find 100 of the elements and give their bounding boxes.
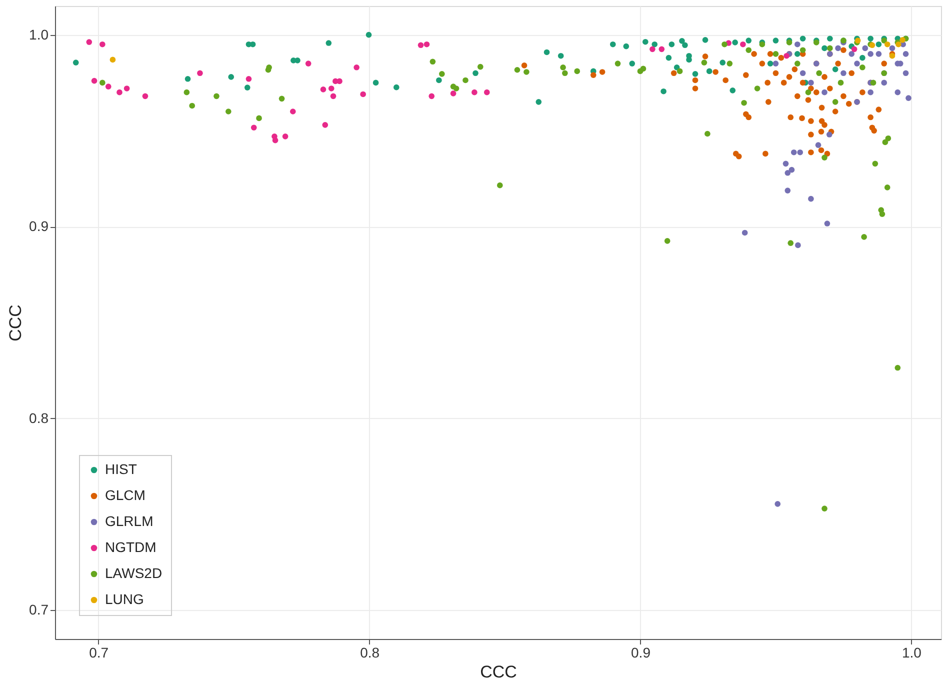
point — [824, 220, 830, 226]
point — [110, 56, 116, 63]
x-tick-label: 1.0 — [902, 644, 922, 660]
point — [884, 41, 890, 48]
point — [784, 52, 790, 59]
x-tick-label: 0.9 — [631, 644, 651, 660]
point — [848, 51, 854, 57]
point — [906, 95, 912, 101]
point — [840, 70, 846, 76]
point — [282, 134, 288, 140]
point — [832, 66, 838, 72]
point — [800, 36, 806, 42]
point — [797, 149, 804, 156]
point — [876, 51, 882, 57]
point — [862, 45, 868, 52]
point — [72, 60, 79, 66]
point — [660, 88, 666, 94]
y-axis-title: CCC — [6, 304, 26, 342]
point — [652, 41, 658, 48]
legend-label: LAWS2D — [105, 565, 162, 581]
point — [326, 40, 332, 46]
point — [740, 41, 746, 48]
point — [105, 84, 112, 90]
point — [623, 43, 630, 50]
point — [250, 124, 257, 131]
point — [544, 49, 550, 56]
point — [772, 60, 779, 66]
point — [366, 32, 372, 38]
point — [424, 41, 430, 48]
point — [730, 87, 736, 94]
point — [835, 45, 841, 52]
point — [822, 89, 828, 96]
legend-label: HIST — [105, 461, 138, 477]
point — [228, 74, 234, 80]
point — [774, 501, 781, 507]
point — [418, 42, 424, 48]
legend-label: LUNG — [105, 591, 144, 607]
point — [197, 70, 203, 76]
point — [902, 70, 909, 76]
point — [472, 70, 478, 76]
point — [642, 38, 648, 45]
point — [860, 54, 866, 61]
point — [330, 93, 336, 100]
point — [86, 39, 92, 45]
x-axis-title: CCC — [480, 662, 517, 682]
point — [826, 132, 832, 138]
point — [290, 108, 296, 114]
point — [360, 91, 366, 98]
point — [808, 196, 814, 202]
point — [800, 70, 806, 76]
point — [894, 89, 901, 96]
point — [720, 60, 726, 66]
point — [900, 37, 906, 43]
point — [732, 40, 738, 46]
point — [772, 38, 779, 44]
y-tick-label: 0.7 — [29, 602, 49, 618]
point — [305, 60, 312, 66]
y-tick-label: 0.8 — [29, 410, 49, 426]
point — [794, 41, 800, 48]
point — [742, 230, 748, 236]
point — [246, 76, 252, 82]
point — [854, 60, 860, 66]
legend-label: GLRLM — [105, 513, 154, 529]
point — [472, 89, 478, 96]
legend-label: NGTDM — [105, 539, 156, 555]
point — [322, 122, 328, 128]
point — [788, 166, 795, 173]
point — [767, 60, 774, 66]
point — [784, 170, 791, 176]
point — [294, 58, 300, 64]
point — [692, 70, 698, 77]
point — [116, 89, 122, 96]
point — [184, 76, 191, 82]
point — [795, 242, 801, 248]
point — [91, 78, 98, 84]
point — [320, 86, 326, 92]
point — [679, 38, 685, 44]
point — [674, 64, 680, 70]
point — [881, 80, 888, 86]
point — [450, 90, 456, 96]
point — [650, 46, 656, 52]
point — [610, 41, 616, 48]
point — [826, 36, 833, 42]
point — [784, 188, 791, 194]
point — [328, 86, 334, 92]
point — [782, 160, 789, 167]
point — [868, 36, 874, 42]
point — [702, 37, 708, 43]
point — [354, 64, 360, 70]
point — [372, 80, 379, 86]
point — [902, 51, 909, 57]
point — [868, 51, 874, 57]
point — [244, 84, 250, 90]
point — [629, 60, 636, 66]
legend-label: GLCM — [105, 487, 146, 503]
point — [808, 80, 814, 86]
point — [794, 51, 800, 57]
point — [100, 41, 106, 48]
point — [124, 86, 130, 92]
point — [336, 78, 342, 84]
